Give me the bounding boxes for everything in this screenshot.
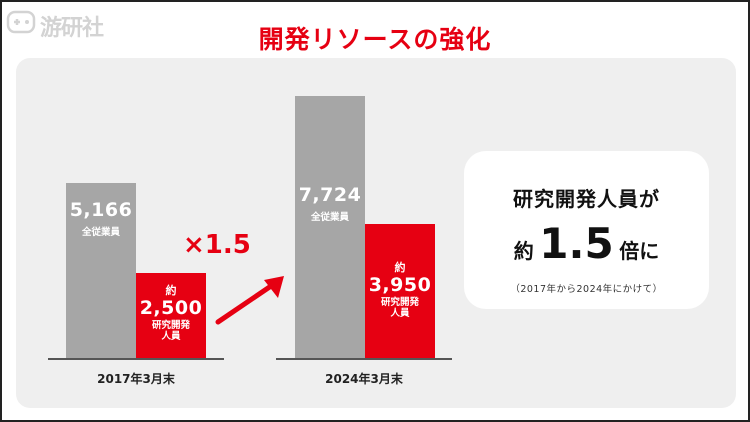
rnd-2017-sublabel-2: 人員 bbox=[161, 331, 181, 343]
employees-2024-label: 7,724 全従業員 bbox=[295, 184, 365, 224]
category-label-2024: 2024年3月末 bbox=[325, 372, 403, 386]
employees-2024-value: 7,724 bbox=[298, 184, 362, 206]
watermark-text: 游研社 bbox=[40, 16, 104, 41]
callout-prefix: 約 bbox=[513, 239, 534, 263]
rnd-2024-sublabel-1: 研究開発 bbox=[380, 297, 419, 309]
bar-rnd-2024 bbox=[365, 224, 435, 358]
rnd-2024-prefix: 約 bbox=[394, 261, 406, 274]
summary-callout: 研究開発人員が 約 1.5 倍に （2017年から2024年にかけて） bbox=[464, 151, 709, 309]
callout-line2: 約 1.5 倍に bbox=[464, 219, 709, 268]
gamepad-icon bbox=[6, 10, 36, 34]
rnd-2024-label: 約 3,950 研究開発 人員 bbox=[365, 261, 435, 320]
page-title: 開発リソースの強化 bbox=[258, 25, 492, 54]
bar-rnd-2017 bbox=[136, 273, 206, 358]
growth-arrow-icon bbox=[215, 276, 284, 325]
employees-2017-sublabel: 全従業員 bbox=[81, 226, 120, 238]
multiplier-label: ×1.5 bbox=[183, 230, 251, 260]
callout-note: （2017年から2024年にかけて） bbox=[510, 284, 663, 295]
bar-employees-2024 bbox=[295, 96, 365, 358]
employees-2017-label: 5,166 全従業員 bbox=[66, 199, 136, 239]
rnd-2017-value: 2,500 bbox=[139, 296, 203, 319]
category-label-2017: 2017年3月末 bbox=[97, 372, 175, 386]
rnd-2024-sublabel-2: 人員 bbox=[390, 308, 410, 320]
employees-2017-value: 5,166 bbox=[69, 199, 133, 221]
callout-line1: 研究開発人員が bbox=[513, 187, 660, 211]
rnd-2024-value: 3,950 bbox=[368, 273, 432, 296]
employees-2024-sublabel: 全従業員 bbox=[310, 211, 349, 223]
callout-value: 1.5 bbox=[539, 219, 614, 268]
baseline-2017 bbox=[48, 358, 224, 360]
bar-employees-2017 bbox=[66, 182, 136, 358]
baseline-2024 bbox=[276, 358, 452, 360]
rnd-2017-label: 約 2,500 研究開発 人員 bbox=[136, 284, 206, 343]
rnd-2017-prefix: 約 bbox=[165, 284, 177, 297]
rnd-2017-sublabel-1: 研究開発 bbox=[151, 320, 190, 332]
watermark-logo: 游研社 bbox=[6, 8, 106, 41]
callout-suffix: 倍に bbox=[619, 239, 660, 263]
